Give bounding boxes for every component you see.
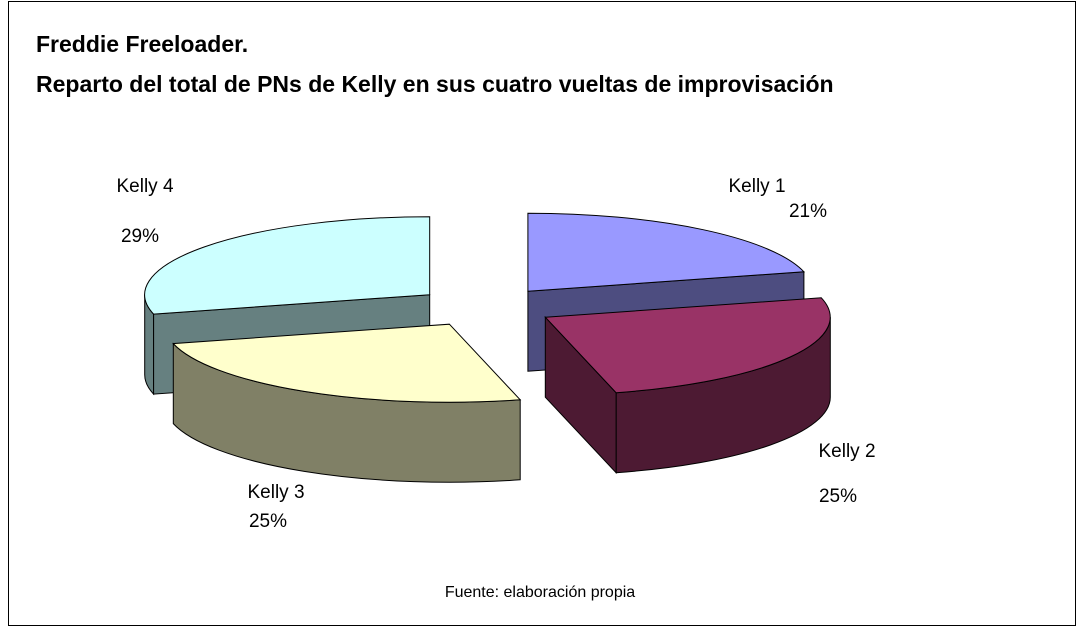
source-note: Fuente: elaboración propia (445, 584, 635, 601)
slice-category-label: Kelly 3 (247, 482, 304, 503)
slice-value-label: 29% (121, 226, 159, 247)
slice-value-label: 21% (789, 201, 827, 222)
slice-value-label: 25% (249, 511, 287, 532)
chart-title-line-1: Freddie Freeloader. (36, 31, 248, 57)
chart-title-line-2: Reparto del total de PNs de Kelly en sus… (36, 71, 834, 97)
slice-top (172, 323, 522, 403)
slice-top (144, 216, 431, 315)
slice-category-label: Kelly 1 (728, 176, 785, 197)
slice-category-label: Kelly 2 (818, 441, 875, 462)
slice-top (527, 212, 805, 292)
slice-top (544, 297, 831, 394)
slice-value-label: 25% (819, 486, 857, 507)
slice-category-label: Kelly 4 (116, 176, 173, 197)
